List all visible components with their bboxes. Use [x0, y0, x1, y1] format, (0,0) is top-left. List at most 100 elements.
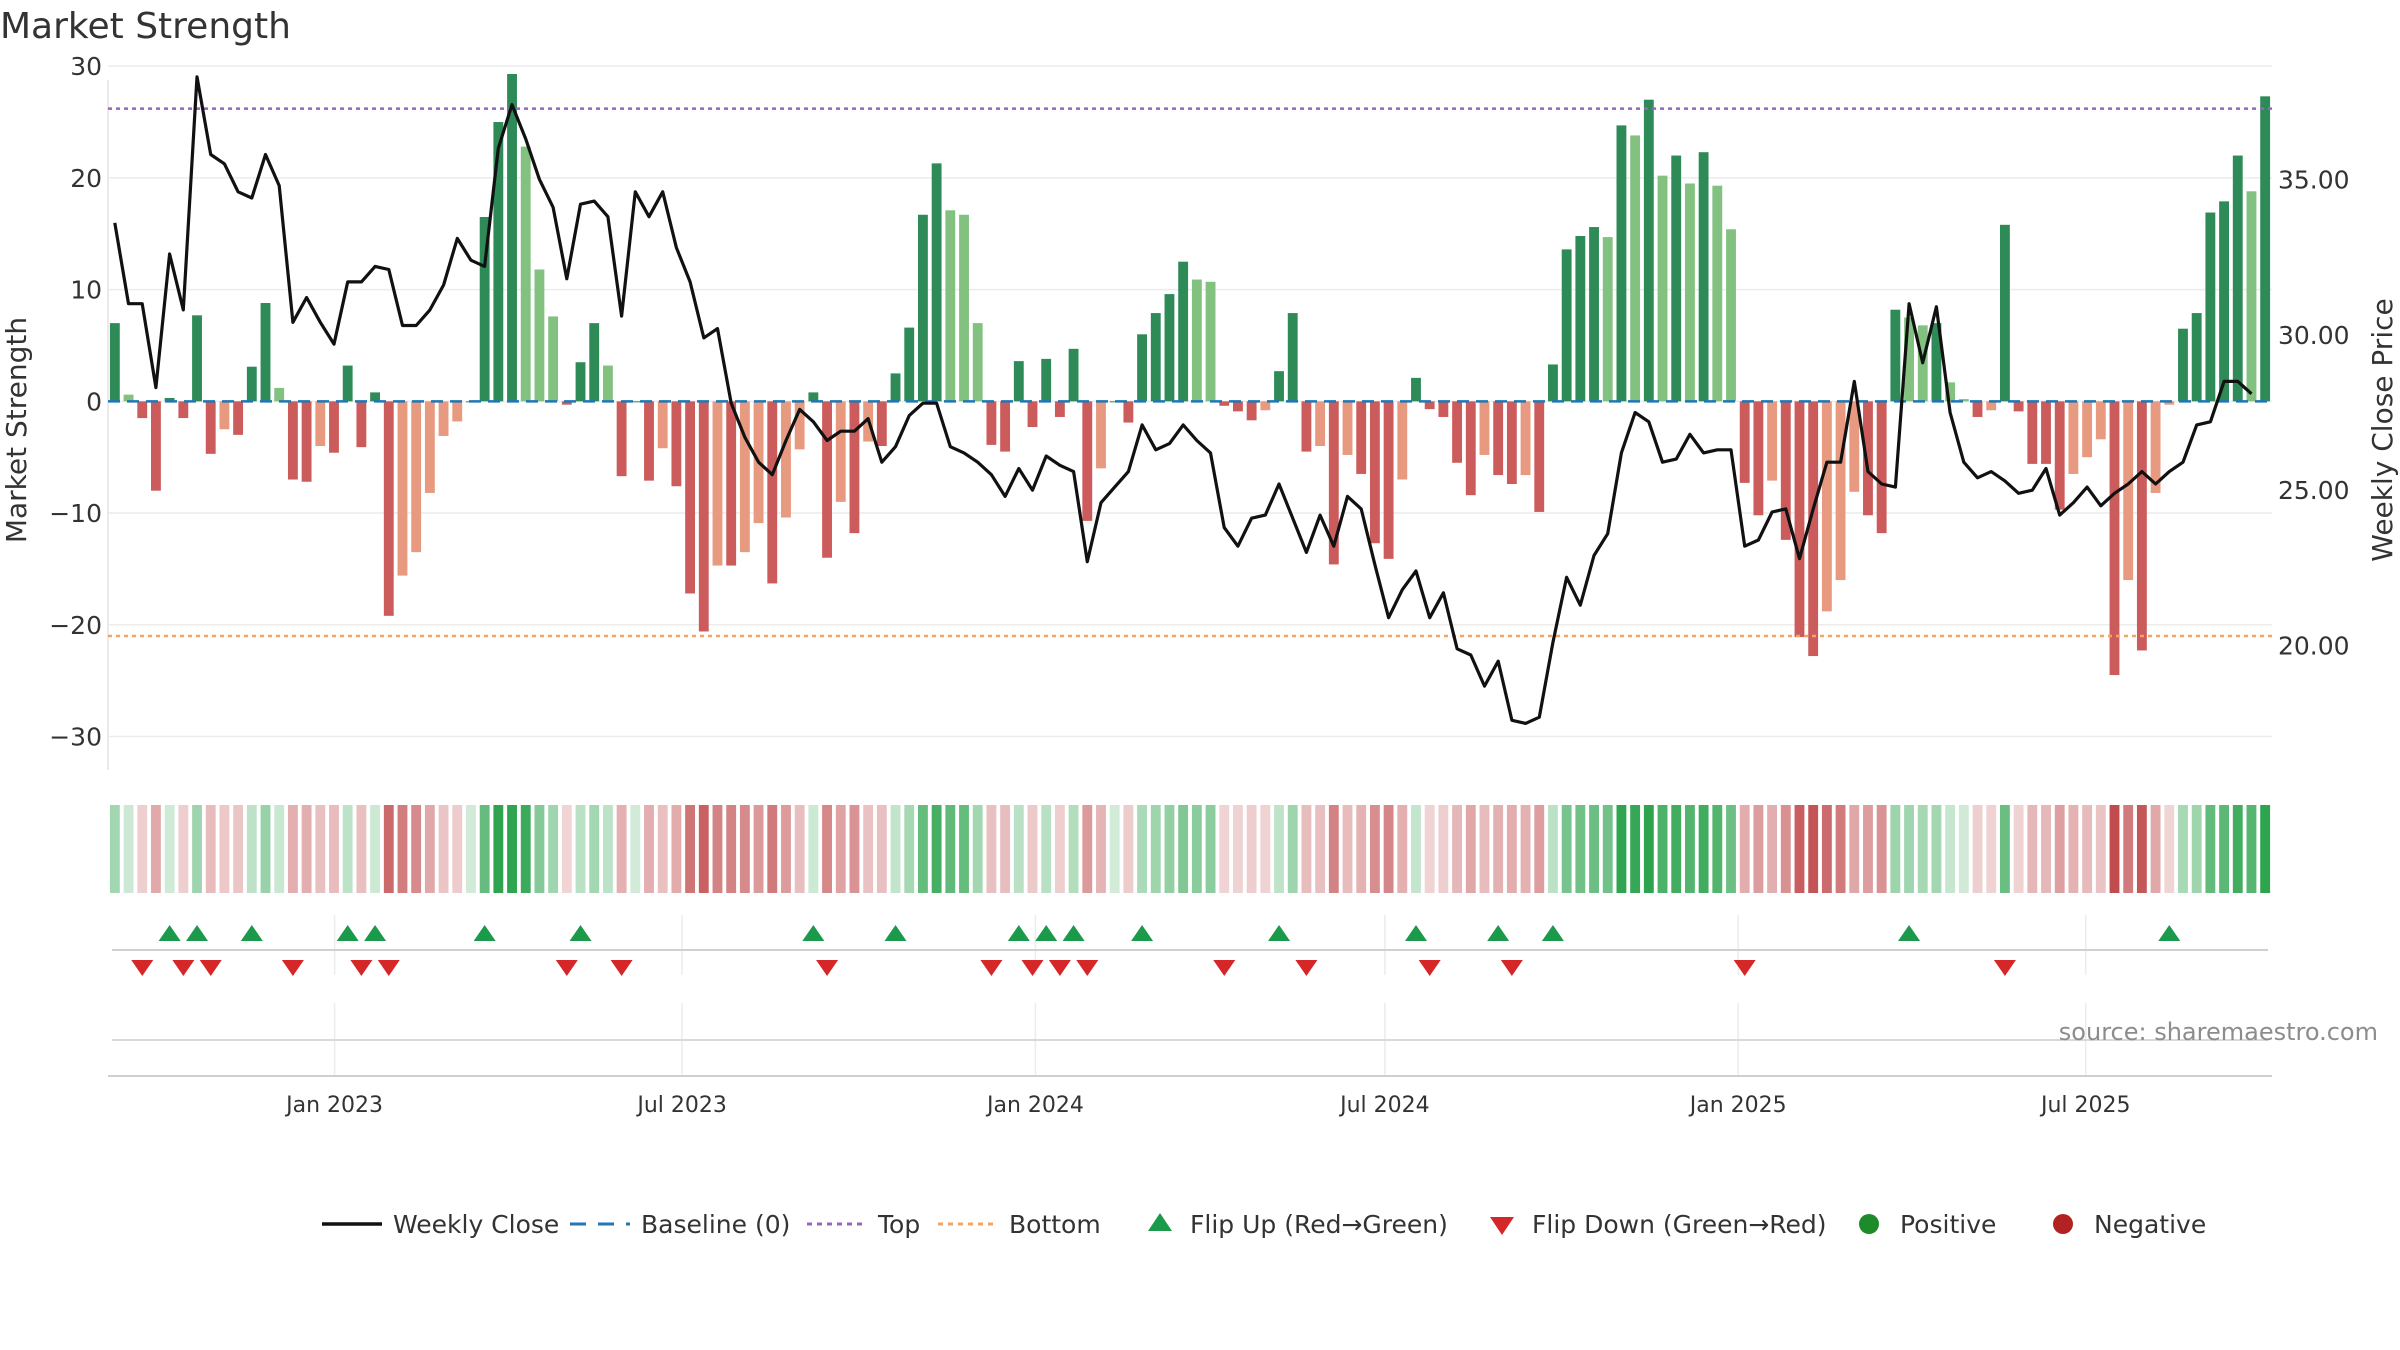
strength-bar — [1726, 229, 1736, 402]
heat-cell — [2191, 805, 2202, 893]
heat-cell — [342, 805, 353, 893]
flip-up-marker — [1035, 925, 1058, 941]
strength-bar — [507, 73, 517, 402]
flip-down-marker — [1048, 960, 1071, 976]
flip-down-marker — [555, 960, 578, 976]
heat-cell — [1684, 805, 1695, 893]
heat-cell — [1999, 805, 2010, 893]
heat-cell — [1123, 805, 1134, 893]
heat-cell — [698, 805, 709, 893]
strength-bar — [246, 366, 257, 402]
heat-cell — [370, 805, 381, 893]
strength-bar — [876, 401, 887, 447]
strength-bar — [1739, 401, 1750, 483]
heat-cell — [712, 805, 723, 893]
strength-bar — [1452, 401, 1463, 463]
flip-down-marker — [610, 960, 633, 976]
heat-cell — [301, 805, 312, 893]
heat-cell — [1027, 805, 1038, 893]
heat-cell — [1548, 805, 1558, 893]
x-tick-label: Jan 2025 — [1688, 1093, 1787, 1118]
heat-cell — [876, 805, 887, 893]
heat-cell — [931, 805, 942, 893]
strength-bar — [904, 327, 915, 402]
strength-bar — [589, 323, 600, 402]
heat-cell — [2246, 805, 2257, 893]
heat-cell — [164, 805, 175, 893]
heat-cell — [1068, 805, 1079, 893]
strength-bar — [1082, 401, 1093, 521]
heat-cell — [1397, 805, 1408, 893]
y-axis-right-label: Weekly Close Price — [2366, 298, 2399, 561]
strength-bar — [2150, 401, 2161, 493]
heat-cell — [1821, 805, 1832, 893]
strength-bar — [1835, 401, 1846, 581]
strength-bar — [1520, 401, 1531, 476]
legend-label: Baseline (0) — [641, 1210, 790, 1239]
heat-cell — [753, 805, 764, 893]
heat-cell — [2068, 805, 2079, 893]
heat-cell — [1671, 805, 1682, 893]
strength-bar — [315, 401, 326, 447]
flip-up-marker — [336, 925, 359, 941]
strength-bar — [1548, 364, 1558, 402]
strength-bar — [1904, 317, 1914, 402]
legend-label: Flip Down (Green→Red) — [1532, 1210, 1827, 1239]
heat-cell — [452, 805, 463, 893]
x-tick-label: Jan 2023 — [284, 1093, 383, 1118]
strength-bar — [2054, 401, 2065, 510]
heat-cell — [1465, 805, 1476, 893]
heat-cell — [1616, 805, 1627, 893]
strength-bar — [109, 323, 120, 402]
strength-bar — [260, 303, 271, 402]
strength-bar — [1164, 294, 1175, 402]
strength-bar — [1876, 401, 1887, 534]
flip-down-marker — [1213, 960, 1236, 976]
strength-bar — [1794, 401, 1805, 638]
strength-bar — [342, 365, 353, 402]
heat-cell — [1945, 805, 1956, 893]
heat-cell — [2164, 805, 2175, 893]
strength-bar — [1109, 401, 1120, 403]
y-tick-right: 30.00 — [2278, 321, 2350, 350]
strength-bar — [274, 387, 285, 402]
heat-cell — [1219, 805, 1230, 893]
heat-cell — [822, 805, 832, 893]
strength-bar — [671, 401, 682, 487]
strength-bar — [479, 216, 490, 402]
heat-cell — [520, 805, 531, 893]
heat-cell — [2054, 805, 2065, 893]
heat-cell — [849, 805, 860, 893]
heat-cell — [808, 805, 819, 893]
heat-cell — [863, 805, 874, 893]
heat-cell — [151, 805, 161, 893]
heat-cell — [397, 805, 408, 893]
y-tick-left: −10 — [49, 499, 102, 528]
strength-bar — [1233, 401, 1243, 412]
heat-cell — [1315, 805, 1326, 893]
heat-cell — [1356, 805, 1367, 893]
flip-down-marker — [281, 960, 304, 976]
strength-bar — [616, 401, 627, 477]
y-axis-left: 30 20 10 0 −10 −20 −30 — [49, 52, 102, 751]
heat-cell — [1438, 805, 1449, 893]
strength-bar — [1369, 401, 1380, 544]
strength-bar — [1041, 358, 1052, 402]
heat-cell — [1712, 805, 1723, 893]
strength-bar — [1342, 401, 1353, 455]
heat-cell — [781, 805, 791, 893]
heat-cell — [2013, 805, 2024, 893]
strength-bar — [561, 401, 572, 405]
strength-bar — [2205, 212, 2216, 402]
heat-cell — [507, 805, 517, 893]
heat-cell — [246, 805, 257, 893]
strength-bar — [1534, 401, 1545, 512]
heat-cell — [2027, 805, 2038, 893]
heat-cell — [2260, 805, 2271, 893]
y-axis-left-label: Market Strength — [0, 317, 33, 543]
heat-cell — [1780, 805, 1791, 893]
heat-cell — [972, 805, 983, 893]
heat-cell — [1424, 805, 1435, 893]
heat-cell — [466, 805, 476, 893]
heat-cell — [2095, 805, 2106, 893]
